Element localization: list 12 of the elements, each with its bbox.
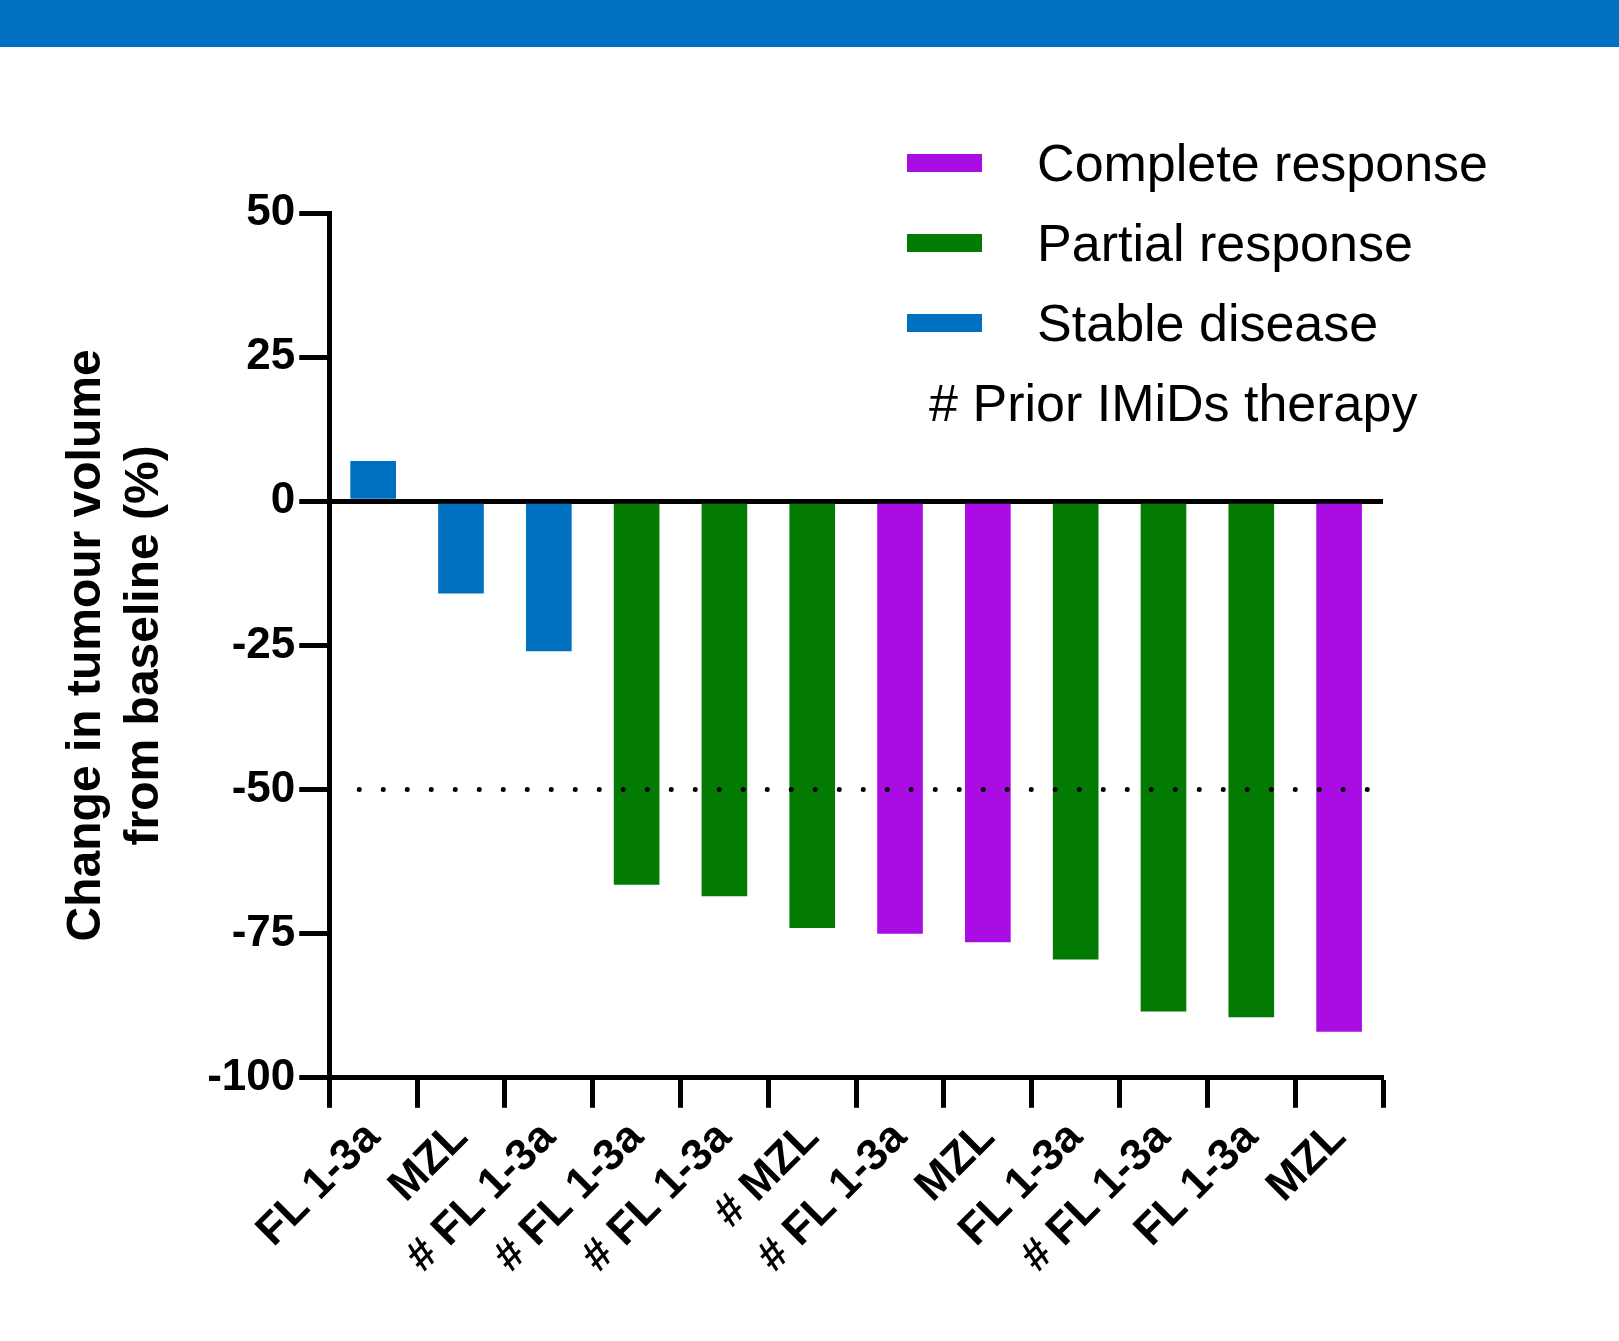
legend-label: Partial response (1037, 213, 1413, 274)
y-tick-label: 25 (246, 329, 296, 379)
legend-label: Complete response (1037, 133, 1488, 194)
y-tick-label: -25 (231, 617, 296, 667)
y-axis-title: Change in tumour volume from baseline (%) (57, 349, 168, 942)
y-tick-label: 50 (246, 185, 296, 235)
y-tick-label: 0 (270, 473, 296, 523)
y-tick-label: -100 (207, 1049, 296, 1099)
y-tick-label: -50 (231, 761, 296, 811)
annotation: # Prior IMiDs therapy (928, 373, 1419, 434)
y-tick-label: -75 (231, 905, 296, 955)
legend-label: Stable disease (1037, 293, 1379, 354)
